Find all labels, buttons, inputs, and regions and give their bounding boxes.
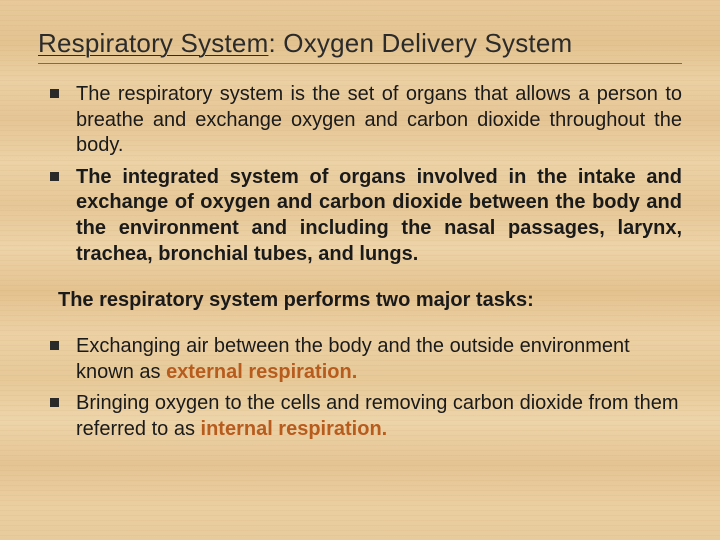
slide-container: Respiratory System: Oxygen Delivery Syst… — [0, 0, 720, 479]
list-item: The respiratory system is the set of org… — [48, 82, 682, 159]
title-rest: : Oxygen Delivery System — [268, 28, 572, 58]
list-item: Exchanging air between the body and the … — [48, 334, 682, 385]
title-prefix: Respiratory System — [38, 28, 268, 58]
bullet-list-1: The respiratory system is the set of org… — [38, 82, 682, 267]
title-divider — [38, 63, 682, 64]
slide-title: Respiratory System: Oxygen Delivery Syst… — [38, 28, 682, 59]
bullet-text: The integrated system of organs involved… — [76, 166, 682, 265]
subheading: The respiratory system performs two majo… — [58, 289, 682, 312]
bullet-text: The respiratory system is the set of org… — [76, 83, 682, 156]
highlight-text: external respiration. — [166, 361, 357, 383]
highlight-text: internal respiration. — [201, 418, 388, 440]
list-item: Bringing oxygen to the cells and removin… — [48, 391, 682, 442]
list-item: The integrated system of organs involved… — [48, 165, 682, 267]
bullet-list-2: Exchanging air between the body and the … — [38, 334, 682, 442]
